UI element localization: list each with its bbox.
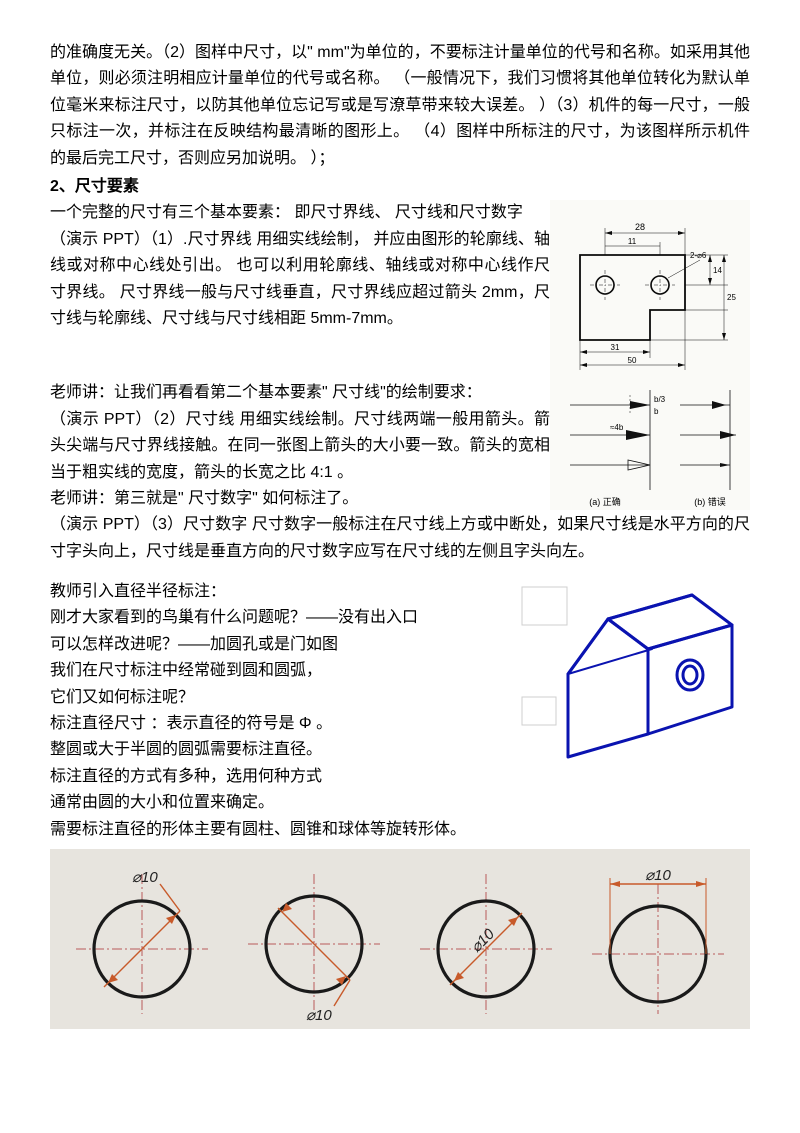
- svg-text:b/3: b/3: [654, 395, 666, 404]
- svg-text:50: 50: [628, 356, 637, 365]
- paragraph-intro: 的准确度无关。（2）图样中尺寸，以" mm"为单位的，不要标注计量单位的代号和名…: [50, 40, 750, 172]
- p-extension-lines: （演示 PPT）（1）.尺寸界线 用细实线绘制， 并应由图形的轮廓线、轴线或对称…: [50, 227, 550, 333]
- svg-text:11: 11: [628, 237, 637, 246]
- p-dim-lines: （演示 PPT）（2）尺寸线 用细实线绘制。尺寸线两端一般用箭头。箭头尖端与尺寸…: [50, 407, 550, 486]
- svg-text:(b) 错误: (b) 错误: [694, 496, 726, 507]
- p-radius-3: 我们在尺寸标注中经常碰到圆和圆弧，: [50, 658, 520, 684]
- figure-dimension-example: 28 11 14 2-⌀6 25: [550, 200, 750, 380]
- p-radius-5: 标注直径尺寸 ：表示直径的符号是 Φ 。: [50, 711, 520, 737]
- p-radius-6: 整圆或大于半圆的圆弧需要标注直径。: [50, 737, 520, 763]
- svg-text:⌀10: ⌀10: [468, 925, 499, 956]
- row-arrow-figure: 老师讲：让我们再看看第二个基本要素" 尺寸线"的绘制要求： （演示 PPT）（2…: [50, 380, 750, 512]
- p-elements-intro: 一个完整的尺寸有三个基本要素： 即尺寸界线、 尺寸线和尺寸数字: [50, 200, 550, 226]
- p-dim-numbers: （演示 PPT）（3）尺寸数字 尺寸数字一般标注在尺寸线上方或中断处，如果尺寸线…: [50, 512, 750, 565]
- p-radius-4: 它们又如何标注呢？: [50, 685, 520, 711]
- heading-dimension-elements: 2、尺寸要素: [50, 174, 750, 200]
- svg-text:⌀10: ⌀10: [132, 869, 158, 886]
- svg-text:≈4b: ≈4b: [610, 423, 624, 432]
- row-house-figure: 教师引入直径半径标注： 刚才大家看到的鸟巢有什么问题呢？——没有出入口 可以怎样…: [50, 579, 750, 817]
- svg-text:(a) 正确: (a) 正确: [589, 496, 621, 507]
- p-teacher-1: 老师讲：让我们再看看第二个基本要素" 尺寸线"的绘制要求：: [50, 380, 550, 406]
- p-radius-7: 标注直径的方式有多种，选用何种方式: [50, 764, 520, 790]
- figure-diameter-methods: ⌀10 ⌀10 ⌀10: [50, 849, 750, 1029]
- svg-text:14: 14: [713, 266, 722, 275]
- p-radius-intro: 教师引入直径半径标注：: [50, 579, 520, 605]
- figure-house-isometric: [520, 579, 750, 769]
- svg-text:⌀10: ⌀10: [645, 867, 671, 884]
- svg-text:b: b: [654, 407, 659, 416]
- p-radius-9: 需要标注直径的形体主要有圆柱、圆锥和球体等旋转形体。: [50, 817, 750, 843]
- svg-text:28: 28: [635, 222, 645, 232]
- p-radius-2: 可以怎样改进呢？——加圆孔或是门如图: [50, 632, 520, 658]
- svg-text:2-⌀6: 2-⌀6: [690, 251, 707, 260]
- p-teacher-2: 老师讲：第三就是" 尺寸数字" 如何标注了。: [50, 486, 550, 512]
- svg-text:25: 25: [727, 293, 736, 302]
- row-dim-figure: 一个完整的尺寸有三个基本要素： 即尺寸界线、 尺寸线和尺寸数字 （演示 PPT）…: [50, 200, 750, 380]
- p-radius-8: 通常由圆的大小和位置来确定。: [50, 790, 520, 816]
- p-radius-1: 刚才大家看到的鸟巢有什么问题呢？——没有出入口: [50, 605, 520, 631]
- svg-text:31: 31: [611, 343, 620, 352]
- figure-arrow-styles: b/3 b ≈4b (a) 正确 (b) 错误: [550, 380, 750, 510]
- svg-text:⌀10: ⌀10: [306, 1007, 332, 1024]
